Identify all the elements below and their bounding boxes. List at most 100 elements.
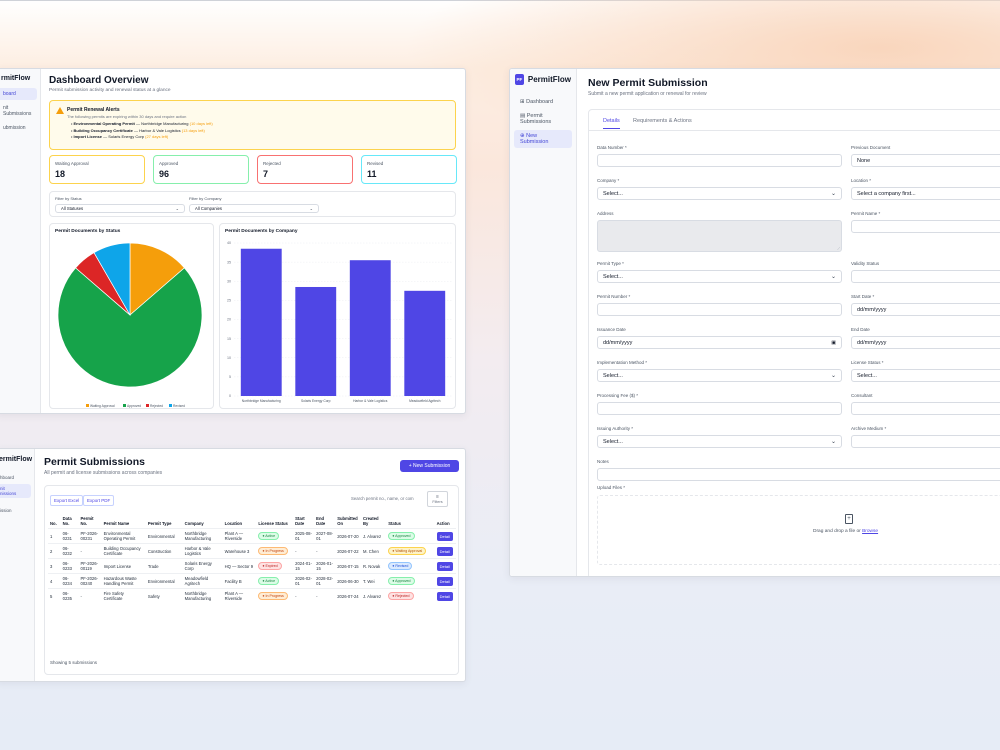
address-label: Address xyxy=(597,211,614,216)
form-card: Details Requirements & Actions Data Numb… xyxy=(588,109,1000,576)
pie-slice[interactable] xyxy=(57,267,203,388)
alert-item: • Environmental Operating Permit — North… xyxy=(71,121,213,126)
sidebar-item-new-submission[interactable]: ission xyxy=(0,508,12,513)
column-header[interactable]: Company xyxy=(184,521,204,526)
bar[interactable] xyxy=(404,290,446,396)
sidebar-item-dashboard[interactable]: ⊞ Dashboard xyxy=(520,99,554,105)
filter-company-select[interactable]: All Companies ⌄ xyxy=(189,204,319,213)
sidebar-item-dashboard[interactable]: board xyxy=(0,88,37,100)
resize-handle-icon[interactable]: ⟋ xyxy=(837,246,840,251)
stat-card-rejected[interactable]: Rejected 7 xyxy=(257,155,353,184)
table-row[interactable]: 1 06-0231 PF-2026-00231 Environmental Opera… xyxy=(48,528,456,544)
column-header[interactable]: Start Date xyxy=(295,516,305,526)
column-header[interactable]: Created By xyxy=(362,516,379,526)
tab-requirements-actions[interactable]: Requirements & Actions xyxy=(633,118,692,124)
column-header[interactable]: No. xyxy=(50,521,57,526)
alert-item: • Import License — Solaris Energy Corp (… xyxy=(71,134,169,139)
table-cell: 2027-08-01 xyxy=(314,528,336,544)
detail-button[interactable]: Detail xyxy=(436,531,453,541)
consultant-field[interactable] xyxy=(851,402,1000,415)
sidebar-item-dashboard[interactable]: hboard xyxy=(0,475,15,480)
consultant-label: Consultant xyxy=(851,393,873,398)
bar-chart-card: Permit Documents by Company 0 5 10 15 20 25 30… xyxy=(219,223,456,409)
status-badge: ● Approved xyxy=(388,577,415,585)
notes-field[interactable] xyxy=(597,468,1000,481)
column-header[interactable]: Status xyxy=(388,521,402,526)
pie-slice[interactable] xyxy=(93,242,131,317)
sidebar-item-permit-submissions[interactable]: nit Submissions xyxy=(3,105,32,117)
y-tick-label: 20 xyxy=(227,318,231,322)
bar[interactable] xyxy=(295,286,337,396)
table-cell: 2028-02-01 xyxy=(314,573,336,589)
detail-button[interactable]: Detail xyxy=(436,561,453,571)
table-cell: 2026-01-15 xyxy=(314,558,336,574)
bar-chart: 0 5 10 15 20 25 30 35 40 Northbridge Manufacturin… xyxy=(227,241,452,403)
export-excel-button[interactable]: Export Excel xyxy=(50,495,84,506)
browse-link[interactable]: Browse xyxy=(862,529,879,534)
sidebar-item-new-submission[interactable]: ⊕ New Submission xyxy=(514,130,572,148)
start-date-field[interactable]: dd/mm/yyyy xyxy=(851,303,1000,316)
upload-dropzone[interactable]: + Drag and drop a file or Browse xyxy=(597,495,1000,565)
column-header[interactable]: Data No. xyxy=(62,516,72,526)
issuing-authority-select[interactable]: Select... ⌄ xyxy=(597,435,842,448)
tab-details[interactable]: Details xyxy=(603,118,620,129)
export-pdf-button[interactable]: Export PDF xyxy=(83,495,115,506)
permit-number-field[interactable] xyxy=(597,303,842,316)
sidebar-item-permit-submissions[interactable]: nit nissions xyxy=(0,484,31,498)
company-select[interactable]: Select... ⌄ xyxy=(597,187,842,200)
stat-value: 7 xyxy=(263,169,269,179)
validity-status-field[interactable] xyxy=(851,270,1000,283)
column-header[interactable]: Location xyxy=(224,521,243,526)
table-row[interactable]: 3 06-0233 PF-2026-00119 Import License Trade… xyxy=(48,558,456,574)
table-row[interactable]: 4 06-0234 PF-2026-00240 Hazardous Waste Han… xyxy=(48,573,456,589)
table-cell: Plant A — Riverside xyxy=(222,528,257,544)
detail-button[interactable]: Detail xyxy=(436,576,453,586)
archive-medium-field[interactable] xyxy=(851,435,1000,448)
processing-fee-field[interactable] xyxy=(597,402,842,415)
sidebar-item-permit-submissions[interactable]: ▤ Permit Submissions xyxy=(520,113,552,125)
permit-type-label: Permit Type * xyxy=(597,261,624,266)
license-status-label: License Status * xyxy=(851,360,884,365)
new-submission-window: PF PermitFlow ⊞ Dashboard ▤ Permit Submi… xyxy=(509,68,1000,577)
previous-document-label: Previous Document xyxy=(851,145,891,150)
status-badge: ● Approved xyxy=(388,532,415,540)
stat-card-approved[interactable]: Approved 96 xyxy=(153,155,249,184)
filter-status-select[interactable]: All Statuses ⌄ xyxy=(55,204,185,213)
column-header[interactable]: Permit No. xyxy=(80,516,94,526)
column-header[interactable]: Permit Name xyxy=(103,521,130,526)
search-input[interactable]: Search permit no., name, or com xyxy=(351,496,414,501)
table-cell: 06-0233 xyxy=(60,558,79,574)
stat-card-revised[interactable]: Revised 11 xyxy=(361,155,457,184)
end-date-field[interactable]: dd/mm/yyyy xyxy=(851,336,1000,349)
detail-button[interactable]: Detail xyxy=(436,546,453,556)
stat-card-waiting[interactable]: Waiting Approval 18 xyxy=(49,155,145,184)
filters-button[interactable]: ≡ Filters xyxy=(427,491,448,507)
detail-button[interactable]: Detail xyxy=(436,591,453,601)
license-status-field[interactable]: Select... xyxy=(851,369,1000,382)
location-field[interactable]: Select a company first... xyxy=(851,187,1000,200)
implementation-method-select[interactable]: Select... ⌄ xyxy=(597,369,842,382)
permit-type-select[interactable]: Select... ⌄ xyxy=(597,270,842,283)
table-row[interactable]: 2 06-0232- Building Occupancy Certificate C… xyxy=(48,543,456,559)
sidebar-item-new-submission[interactable]: ubmission xyxy=(3,125,26,131)
permit-name-field[interactable] xyxy=(851,220,1000,233)
table-footer: Showing 5 submissions xyxy=(50,660,98,665)
column-header[interactable]: License Status xyxy=(258,521,288,526)
table-row[interactable]: 5 06-0235- Fire Safety Certificate Safety No… xyxy=(48,588,456,603)
alert-description: The following permits are expiring withi… xyxy=(67,114,187,119)
issuance-date-field[interactable]: dd/mm/yyyy ▣ xyxy=(597,336,842,349)
new-submission-button[interactable]: + New Submission xyxy=(400,460,459,472)
bar[interactable] xyxy=(349,260,391,396)
column-header[interactable]: Action xyxy=(436,521,450,526)
pie-chart-title: Permit Documents by Status xyxy=(55,229,121,234)
column-header[interactable]: Submitted On xyxy=(337,516,358,526)
bar[interactable] xyxy=(240,248,282,396)
column-header[interactable]: Permit Type xyxy=(147,521,172,526)
pie-slice[interactable] xyxy=(129,242,185,316)
brand: PF PermitFlow xyxy=(510,69,576,90)
data-number-field[interactable] xyxy=(597,154,842,167)
previous-document-field[interactable]: None xyxy=(851,154,1000,167)
notes-label: Notes xyxy=(597,459,609,464)
address-field[interactable]: ⟋ xyxy=(597,220,842,252)
column-header[interactable]: End Date xyxy=(316,516,326,526)
